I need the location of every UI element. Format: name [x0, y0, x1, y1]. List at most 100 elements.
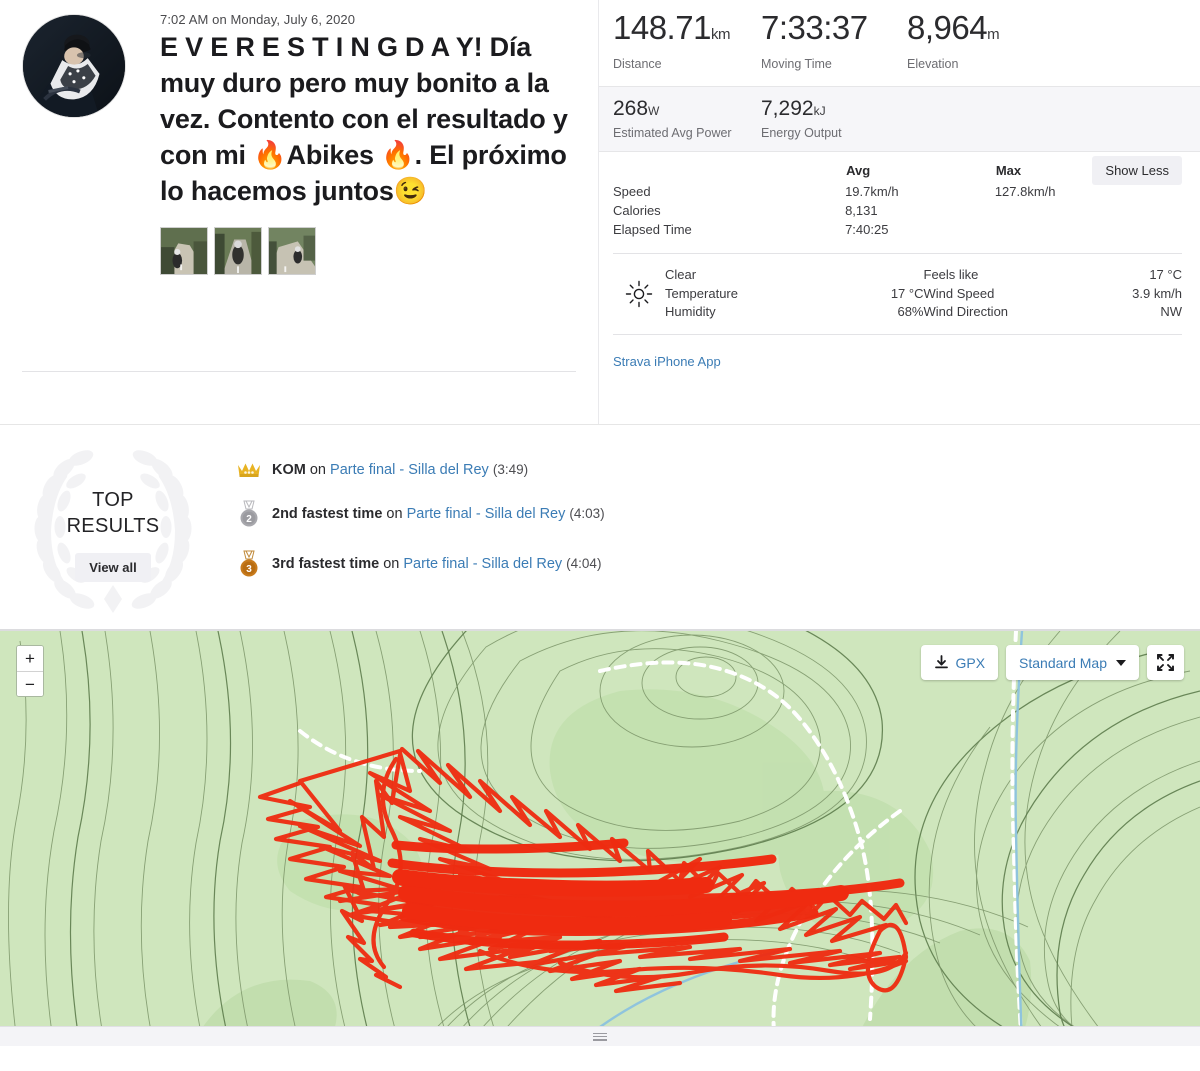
- stat-elevation: 8,964m Elevation: [907, 8, 1057, 72]
- stat-energy-value: 7,292: [761, 97, 814, 120]
- achievement-on: on: [305, 461, 331, 478]
- chevron-down-icon: [1116, 659, 1126, 666]
- segment-link[interactable]: Parte final - Silla del Rey: [330, 461, 489, 478]
- drag-grip-icon: [593, 1032, 607, 1041]
- map-zoom-control[interactable]: + −: [16, 645, 44, 697]
- activity-description-column: 7:02 AM on Monday, July 6, 2020 E V E R …: [0, 0, 599, 424]
- weather-temperature-value: 17 °C: [890, 285, 924, 301]
- photo-strip: [160, 227, 576, 275]
- stat-moving-time-value: 7:33:37: [761, 9, 868, 46]
- map-style-selector[interactable]: Standard Map: [1006, 645, 1139, 680]
- weather-humidity-label: Humidity: [665, 304, 716, 319]
- stat-distance-label: Distance: [613, 57, 662, 71]
- gpx-download-button[interactable]: GPX: [921, 645, 999, 680]
- achievement-text: 2nd fastest time on Parte final - Silla …: [272, 506, 605, 522]
- bronze-medal-icon: 3: [226, 550, 272, 578]
- stat-distance: 148.71km Distance: [613, 8, 751, 72]
- detail-stats-table: Avg Max Speed 19.7km/h 127.8km/h Calorie…: [613, 162, 1182, 239]
- weather-winddirection-row: Wind Direction NW: [924, 303, 1183, 322]
- achievement-text: 3rd fastest time on Parte final - Silla …: [272, 556, 601, 572]
- weather-humidity-value: 68%: [897, 304, 924, 319]
- col-header-blank: [613, 162, 845, 182]
- map-resize-handle[interactable]: [0, 1026, 1200, 1046]
- table-row: Elapsed Time 7:40:25: [613, 220, 1182, 239]
- row-max-speed: 127.8km/h: [994, 184, 1056, 199]
- avatar[interactable]: [22, 14, 126, 118]
- stat-avg-power-label: Estimated Avg Power: [613, 126, 732, 140]
- detail-stats-table-wrapper: Show Less Avg Max Speed 19.7km/h 1: [599, 152, 1200, 241]
- col-header-max: Max: [995, 163, 1022, 178]
- stat-avg-power: 268W Estimated Avg Power: [613, 95, 761, 141]
- achievement-rank: 3rd fastest time: [272, 556, 380, 572]
- stat-energy-label: Energy Output: [761, 126, 842, 140]
- svg-text:3: 3: [246, 564, 252, 575]
- stat-distance-value: 148.71: [613, 9, 711, 46]
- list-item[interactable]: [214, 227, 262, 275]
- row-label-speed: Speed: [613, 184, 651, 199]
- divider: [22, 371, 576, 372]
- primary-stats: 148.71km Distance 7:33:37 Moving Time 8,…: [599, 0, 1200, 87]
- weather-condition: Clear: [665, 267, 697, 282]
- weather-block: Clear Temperature 17 °C Humidity 68%: [613, 253, 1182, 335]
- laurel-wreath-icon: [34, 450, 192, 613]
- list-item: 3 3rd fastest time on Parte final - Sill…: [226, 550, 1200, 578]
- row-max-calories: [995, 201, 1182, 220]
- achievement-text: KOM on Parte final - Silla del Rey (3:49…: [272, 462, 528, 478]
- segment-link[interactable]: Parte final - Silla del Rey: [406, 506, 566, 522]
- row-max-elapsed: [995, 220, 1182, 239]
- device-link[interactable]: Strava iPhone App: [613, 353, 721, 369]
- weather-windspeed-label: Wind Speed: [923, 285, 995, 301]
- activity-map[interactable]: 1689 m Silla del Rey 1370 m 1460 m 1420 …: [0, 630, 1200, 1046]
- wreath-badge: TOP RESULTS View all: [0, 439, 226, 629]
- stat-moving-time-label: Moving Time: [761, 57, 832, 71]
- expand-icon: [1157, 654, 1174, 671]
- stat-elevation-label: Elevation: [907, 57, 959, 71]
- zoom-out-button[interactable]: −: [17, 671, 43, 696]
- row-label-elapsed: Elapsed Time: [613, 222, 692, 237]
- map-canvas: [0, 631, 1200, 1046]
- table-row: Calories 8,131: [613, 201, 1182, 220]
- stat-avg-power-unit: W: [648, 104, 660, 118]
- photo-thumb-2-image: [215, 228, 261, 274]
- top-results-section: TOP RESULTS View all KOM on Parte final …: [0, 425, 1200, 630]
- map-toolbar: GPX Standard Map: [921, 645, 1184, 680]
- download-icon: [935, 655, 949, 669]
- row-avg-calories: 8,131: [845, 203, 878, 218]
- weather-winddirection-label: Wind Direction: [923, 304, 1009, 319]
- activity-date: 7:02 AM on Monday, July 6, 2020: [160, 12, 356, 27]
- achievement-rank: KOM: [272, 461, 306, 478]
- page-title: E V E R E S T I N G D A Y! Día muy duro …: [160, 32, 568, 206]
- top-results-title-line1: TOP: [92, 488, 134, 511]
- achievement-time: (3:49): [492, 461, 529, 477]
- segment-link[interactable]: Parte final - Silla del Rey: [403, 556, 563, 572]
- weather-temperature-label: Temperature: [665, 285, 738, 301]
- list-item: KOM on Parte final - Silla del Rey (3:49…: [226, 461, 1200, 478]
- achievements-list: KOM on Parte final - Silla del Rey (3:49…: [226, 439, 1200, 629]
- show-less-button[interactable]: Show Less: [1092, 156, 1182, 185]
- top-results-title-line2: RESULTS: [66, 514, 160, 537]
- fullscreen-button[interactable]: [1147, 645, 1184, 680]
- device-line: Strava iPhone App: [599, 335, 1200, 371]
- sun-icon: [613, 266, 665, 322]
- weather-left-column: Clear Temperature 17 °C Humidity 68%: [665, 266, 924, 322]
- avatar-image: [23, 15, 125, 117]
- map-style-label: Standard Map: [1019, 654, 1107, 671]
- row-avg-elapsed: 7:40:25: [845, 222, 889, 237]
- weather-windspeed-row: Wind Speed 3.9 km/h: [924, 285, 1183, 304]
- crown-icon: [226, 461, 272, 478]
- weather-feelslike-label: Feels like: [923, 267, 979, 282]
- secondary-stats: 268W Estimated Avg Power 7,292kJ Energy …: [599, 87, 1200, 152]
- weather-windspeed-value: 3.9 km/h: [1132, 285, 1182, 301]
- stat-moving-time: 7:33:37 Moving Time: [761, 8, 897, 72]
- list-item[interactable]: [268, 227, 316, 275]
- activity-summary-section: 7:02 AM on Monday, July 6, 2020 E V E R …: [0, 0, 1200, 425]
- table-header-row: Avg Max: [613, 162, 1182, 182]
- stat-distance-unit: km: [710, 26, 731, 43]
- silver-medal-icon: 2: [226, 500, 272, 528]
- view-all-button[interactable]: View all: [75, 552, 151, 582]
- list-item[interactable]: [160, 227, 208, 275]
- zoom-in-button[interactable]: +: [17, 646, 43, 671]
- weather-feelslike-row: Feels like 17 °C: [924, 266, 1183, 285]
- weather-temperature-row: Temperature 17 °C: [665, 285, 924, 304]
